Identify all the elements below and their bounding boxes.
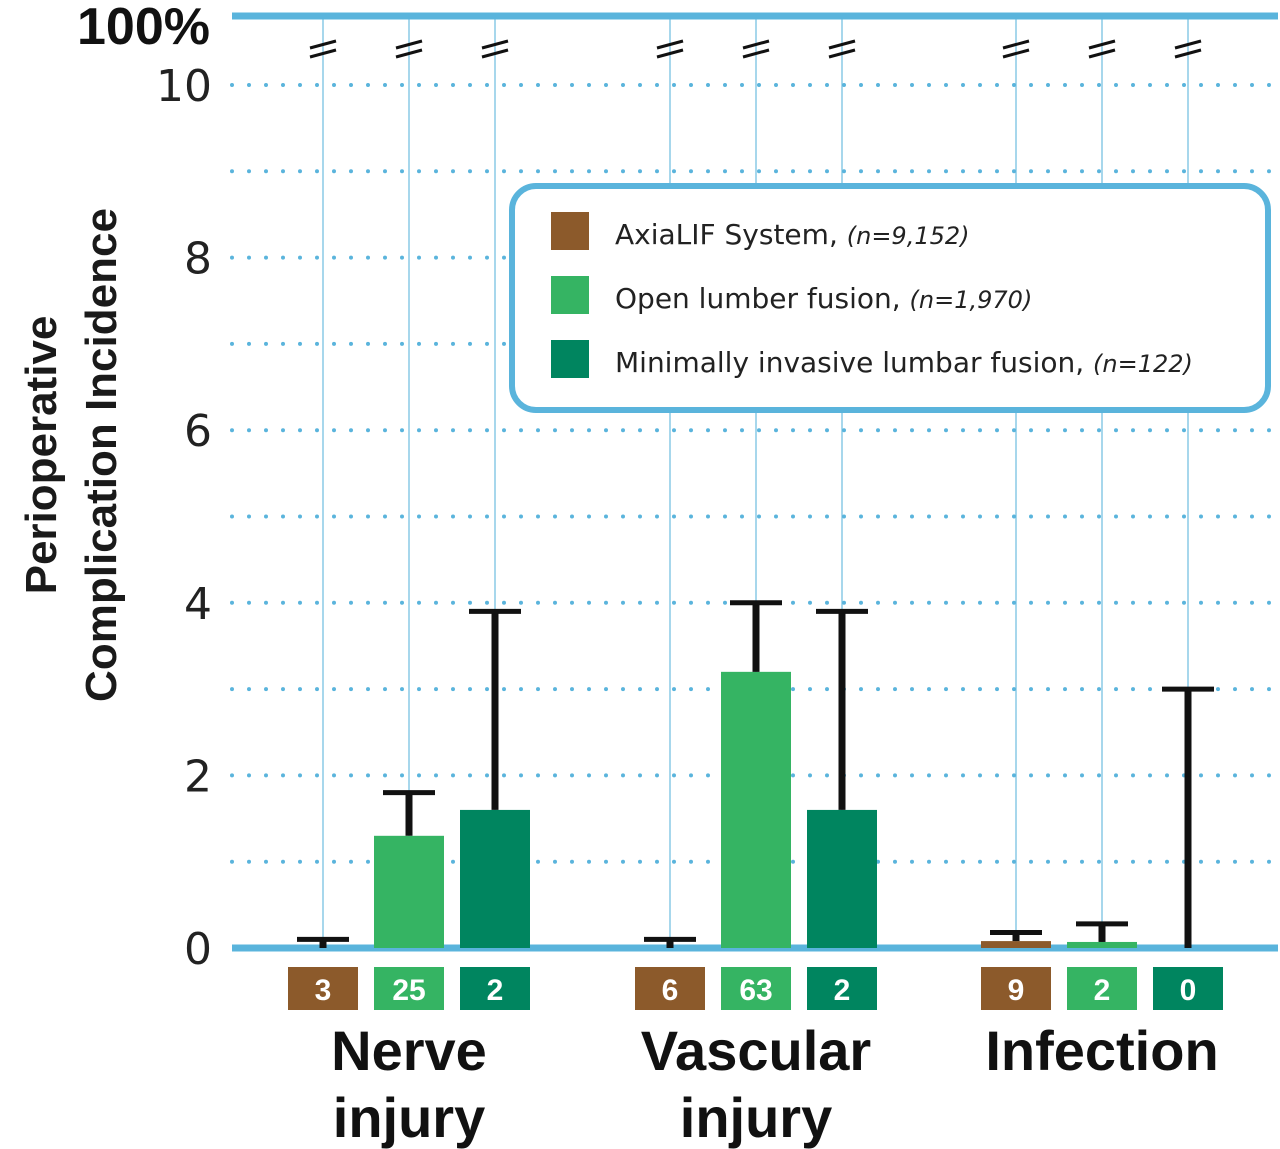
legend-series-name: Minimally invasive lumbar fusion, [615,346,1093,379]
count-label: 3 [315,974,332,1007]
count-label: 0 [1180,974,1197,1007]
count-badge [460,967,530,1010]
category-label: injury [333,1086,485,1149]
axis-break-mark [309,39,337,50]
count-badge [288,967,358,1010]
legend-series-n: (n=122) [1093,350,1193,378]
legend-swatch [551,276,589,314]
bar [374,835,444,948]
count-label: 2 [487,974,504,1007]
y-top-label: 100% [77,0,210,56]
count-label: 2 [1094,974,1111,1007]
legend-series-name: Open lumber fusion, [615,282,910,315]
category-label: Nerve [331,1019,487,1082]
axis-break-mark [742,48,770,59]
y-tick-label: 8 [184,234,212,285]
bar [981,941,1051,948]
y-axis-title-line: Perioperative [17,316,66,595]
axis-break-mark [656,39,684,50]
legend-label: Minimally invasive lumbar fusion, (n=122… [615,346,1193,379]
category-label: Infection [985,1019,1218,1082]
count-label: 63 [739,974,772,1007]
count-badge [981,967,1051,1010]
axis-break-mark [1174,48,1202,59]
y-axis-title: Perioperative Complication Incidence [17,208,126,702]
y-tick-label: 2 [184,751,212,802]
count-badge [721,967,791,1010]
legend-series-n: (n=1,970) [910,286,1033,314]
count-label: 9 [1008,974,1025,1007]
axis-break-mark [1174,39,1202,50]
legend-label: AxiaLIF System, (n=9,152) [615,218,970,251]
legend-label: Open lumber fusion, (n=1,970) [615,282,1032,315]
legend-series-name: AxiaLIF System, [615,218,847,251]
count-label: 6 [662,974,679,1007]
count-label: 25 [392,974,425,1007]
legend-box [509,183,1271,413]
bar [1067,941,1137,948]
axis-break-mark [309,48,337,59]
legend-swatch [551,212,589,250]
axis-break-mark [742,39,770,50]
axis-break-mark [828,39,856,50]
bar [460,809,530,948]
y-axis-title-line: Complication Incidence [77,208,126,702]
y-tick-label: 6 [184,406,212,457]
legend-swatch [551,340,589,378]
bar [807,809,877,948]
axis-break-mark [1088,39,1116,50]
axis-break-mark [828,48,856,59]
y-tick-label: 10 [156,61,212,112]
axis-break-mark [1088,48,1116,59]
axis-break-mark [656,48,684,59]
count-badge [1067,967,1137,1010]
count-badge [1153,967,1223,1010]
axis-break-mark [1002,39,1030,50]
axis-break-mark [395,39,423,50]
axis-break-mark [481,39,509,50]
category-label: Vascular [641,1019,871,1082]
axis-break-mark [395,48,423,59]
count-badge [374,967,444,1010]
axis-break-mark [1002,48,1030,59]
legend: AxiaLIF System, (n=9,152) Open lumber fus… [509,183,1271,413]
bar-layer: 3 6 9 25 63 2 2 2 0 [288,600,1223,1010]
axis-break-mark [481,48,509,59]
count-badge [807,967,877,1010]
y-tick-label: 4 [184,579,212,630]
category-label: injury [680,1086,832,1149]
count-badge [635,967,705,1010]
count-label: 2 [834,974,851,1007]
bar [721,671,791,948]
y-tick-label: 0 [184,924,212,975]
legend-series-n: (n=9,152) [847,222,970,250]
